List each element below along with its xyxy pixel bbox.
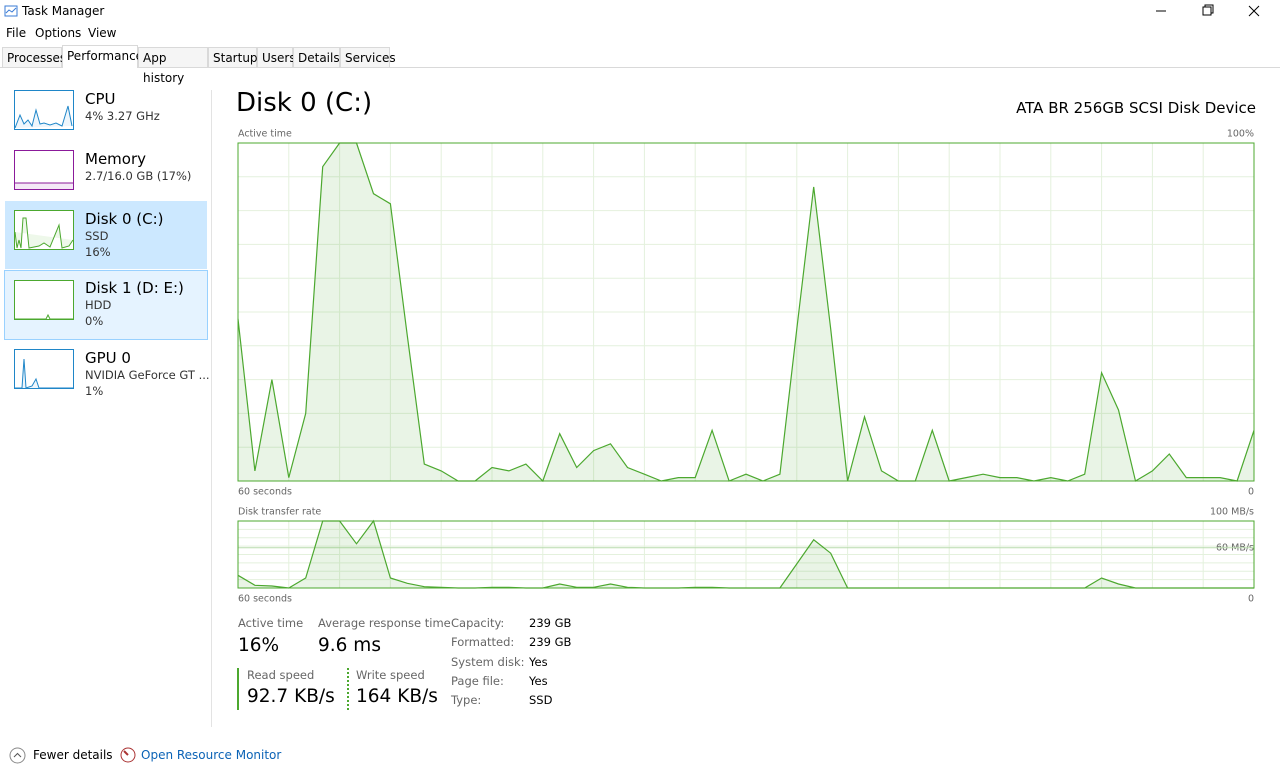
sidebar-title[interactable]: Memory bbox=[85, 150, 147, 168]
property-label: Type: bbox=[451, 693, 482, 708]
window-controls[interactable] bbox=[1150, 0, 1280, 24]
y-tick-label: 100% bbox=[1227, 129, 1254, 140]
stat-value: 92.7 KB/s bbox=[247, 686, 335, 707]
sidebar-detail: 0% bbox=[85, 314, 104, 328]
property-label: Formatted: bbox=[451, 635, 515, 650]
menu-item[interactable]: Options bbox=[35, 26, 82, 40]
device-name: ATA BR 256GB SCSI Disk Device bbox=[1016, 99, 1256, 117]
tab[interactable]: Startup bbox=[208, 47, 258, 67]
read-indicator bbox=[237, 668, 239, 710]
stat-label: Read speed bbox=[247, 668, 315, 682]
gpu-thumbnail[interactable] bbox=[14, 349, 74, 389]
plot-frame bbox=[237, 520, 1255, 589]
tab-border bbox=[0, 67, 1280, 68]
y-tick-label: 100 MB/s bbox=[1210, 507, 1254, 518]
divider bbox=[211, 90, 212, 727]
tab[interactable]: Users bbox=[257, 47, 296, 67]
area-fill bbox=[238, 521, 1254, 588]
tab[interactable]: Details bbox=[293, 47, 340, 67]
area-fill bbox=[238, 143, 1254, 481]
property-value: 239 GB bbox=[529, 616, 572, 630]
charts: Active time 100% 60 seconds 0 Disk transfer … bbox=[237, 129, 1255, 605]
app-icon bbox=[4, 5, 18, 17]
sidebar-title[interactable]: GPU 0 bbox=[85, 349, 131, 367]
cpu-thumbnail[interactable] bbox=[14, 90, 74, 130]
sidebar-title[interactable]: Disk 0 (C:) bbox=[85, 210, 164, 228]
disk1-thumbnail[interactable] bbox=[14, 280, 74, 320]
sidebar-detail: SSD bbox=[85, 229, 109, 243]
window-title: Task Manager bbox=[22, 4, 105, 18]
x-tick-label: 60 seconds bbox=[238, 487, 292, 498]
tab-selected[interactable]: Performance bbox=[62, 45, 143, 68]
sidebar-title[interactable]: Disk 1 (D: E:) bbox=[85, 279, 184, 297]
memory-thumbnail[interactable] bbox=[14, 150, 74, 190]
x-tick-label: 0 bbox=[1248, 487, 1254, 498]
resource-monitor-link[interactable]: Open Resource Monitor bbox=[141, 748, 282, 762]
tab[interactable]: App history bbox=[138, 47, 208, 85]
property-label: System disk: bbox=[451, 654, 525, 669]
stat-label: Average response time bbox=[318, 616, 451, 630]
write-indicator bbox=[347, 668, 349, 710]
sidebar-title[interactable]: CPU bbox=[85, 90, 116, 108]
sidebar-detail: 1% bbox=[85, 384, 104, 398]
line bbox=[237, 142, 1255, 483]
property-value: Yes bbox=[529, 673, 548, 688]
collapse-icon[interactable] bbox=[9, 747, 26, 764]
property-label: Page file: bbox=[451, 673, 504, 688]
resource-monitor-icon[interactable] bbox=[120, 747, 136, 763]
chart-title: Active time bbox=[238, 129, 292, 140]
sidebar-detail: NVIDIA GeForce GT ... bbox=[85, 368, 210, 382]
menu-item[interactable]: View bbox=[88, 26, 117, 40]
sidebar-detail: 16% bbox=[85, 245, 111, 259]
fewer-details[interactable]: Fewer details bbox=[33, 748, 113, 762]
x-tick-label: 0 bbox=[1248, 594, 1254, 605]
property-label: Capacity: bbox=[451, 616, 505, 630]
stat-value: 164 KB/s bbox=[356, 686, 438, 707]
disk0-thumbnail[interactable] bbox=[14, 210, 74, 250]
x-tick-label: 60 seconds bbox=[238, 594, 292, 605]
tab[interactable]: Services bbox=[340, 47, 396, 67]
sidebar-detail: 2.7/16.0 GB (17%) bbox=[85, 169, 192, 183]
page-title: Disk 0 (C:) bbox=[236, 88, 373, 118]
property-value: SSD bbox=[529, 693, 553, 708]
menu-item[interactable]: File bbox=[6, 26, 27, 40]
chart-title: Disk transfer rate bbox=[238, 507, 321, 518]
stat-value: 9.6 ms bbox=[318, 635, 381, 656]
sidebar-detail: 4% 3.27 GHz bbox=[85, 109, 160, 123]
plot-frame bbox=[237, 142, 1255, 482]
property-value: Yes bbox=[529, 654, 548, 669]
stat-label: Active time bbox=[238, 616, 304, 630]
stat-value: 16% bbox=[238, 635, 280, 656]
stat-label: Write speed bbox=[356, 668, 425, 682]
property-value: 239 GB bbox=[529, 635, 572, 650]
tab[interactable]: Processes bbox=[2, 47, 66, 67]
sidebar-detail: HDD bbox=[85, 298, 112, 312]
